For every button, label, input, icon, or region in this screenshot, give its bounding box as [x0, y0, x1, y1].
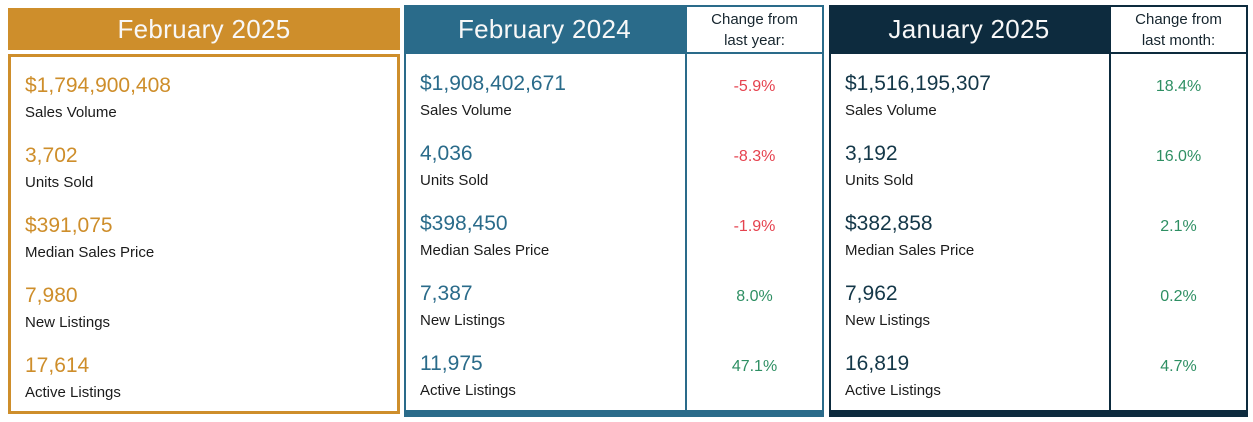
panel-title: February 2025	[8, 8, 400, 50]
panel-header-row: January 2025 Change from last month:	[829, 5, 1248, 54]
stat-row-new-listings: 7,387 New Listings	[406, 267, 685, 337]
stat-label: Active Listings	[420, 382, 516, 399]
stat-row-sales-volume: $1,794,900,408 Sales Volume	[11, 59, 397, 129]
stat-value: 7,980	[25, 284, 78, 307]
change-value-median-sales-price: 2.1%	[1160, 218, 1197, 235]
stat-value: $382,858	[845, 212, 933, 235]
change-value-active-listings: 4.7%	[1160, 358, 1197, 375]
stat-value: 16,819	[845, 352, 910, 375]
stat-label: Median Sales Price	[420, 242, 550, 259]
change-value-units-sold: 16.0%	[1155, 148, 1202, 165]
stat-label: Sales Volume	[420, 102, 512, 119]
stat-value: 17,614	[25, 354, 90, 377]
panel-title: January 2025	[829, 5, 1109, 54]
stat-row-new-listings: 7,962 New Listings	[831, 267, 1109, 337]
panel-january-2025: January 2025 Change from last month: $1,…	[829, 5, 1248, 417]
stat-value: 3,192	[845, 142, 898, 165]
panel-february-2024: February 2024 Change from last year: $1,…	[404, 5, 824, 417]
stat-row-median-sales-price: $398,450 Median Sales Price	[406, 197, 685, 267]
stat-row-sales-volume: $1,516,195,307 Sales Volume	[831, 57, 1109, 127]
stat-label: Units Sold	[420, 172, 489, 189]
stat-row-units-sold: 4,036 Units Sold	[406, 127, 685, 197]
stat-row-units-sold: 3,702 Units Sold	[11, 129, 397, 199]
stat-label: Sales Volume	[25, 104, 117, 121]
change-column: 18.4% 16.0% 2.1% 0.2% 4.7%	[1109, 54, 1246, 410]
stat-label: New Listings	[25, 314, 111, 331]
change-value-median-sales-price: -1.9%	[733, 218, 776, 235]
panel-body: $1,516,195,307 Sales Volume 3,192 Units …	[829, 54, 1248, 410]
change-column: -5.9% -8.3% -1.9% 8.0% 47.1%	[685, 54, 822, 410]
stat-label: Median Sales Price	[25, 244, 155, 261]
change-value-new-listings: 8.0%	[736, 288, 773, 305]
panel-body: $1,794,900,408 Sales Volume 3,702 Units …	[8, 54, 400, 414]
stat-label: Active Listings	[25, 384, 121, 401]
change-value-new-listings: 0.2%	[1160, 288, 1197, 305]
stat-value: 7,962	[845, 282, 898, 305]
panel-body: $1,908,402,671 Sales Volume 4,036 Units …	[404, 54, 824, 410]
stat-label: Median Sales Price	[845, 242, 975, 259]
stat-value: 4,036	[420, 142, 473, 165]
stat-row-new-listings: 7,980 New Listings	[11, 269, 397, 339]
stat-label: Units Sold	[25, 174, 94, 191]
panel-title: February 2024	[404, 5, 685, 54]
stat-row-sales-volume: $1,908,402,671 Sales Volume	[406, 57, 685, 127]
stat-value: 7,387	[420, 282, 473, 305]
stat-label: New Listings	[420, 312, 506, 329]
stat-label: Units Sold	[845, 172, 914, 189]
panel-bottom-bar	[829, 410, 1248, 417]
stat-row-active-listings: 17,614 Active Listings	[11, 339, 397, 409]
change-value-sales-volume: -5.9%	[733, 78, 776, 95]
change-from-last-month-header: Change from last month:	[1109, 5, 1248, 54]
stat-row-median-sales-price: $391,075 Median Sales Price	[11, 199, 397, 269]
stat-value: 3,702	[25, 144, 78, 167]
change-value-units-sold: -8.3%	[733, 148, 776, 165]
stats-column: $1,908,402,671 Sales Volume 4,036 Units …	[406, 54, 685, 410]
panel-bottom-bar	[404, 410, 824, 417]
stat-value: $391,075	[25, 214, 113, 237]
stat-row-active-listings: 11,975 Active Listings	[406, 337, 685, 407]
stat-value: $398,450	[420, 212, 508, 235]
panel-header-row: February 2024 Change from last year:	[404, 5, 824, 54]
stat-row-units-sold: 3,192 Units Sold	[831, 127, 1109, 197]
change-from-last-year-header: Change from last year:	[685, 5, 824, 54]
stat-value: $1,908,402,671	[420, 72, 566, 95]
stat-value: $1,794,900,408	[25, 74, 171, 97]
stat-label: Sales Volume	[845, 102, 937, 119]
change-value-sales-volume: 18.4%	[1155, 78, 1202, 95]
stat-row-median-sales-price: $382,858 Median Sales Price	[831, 197, 1109, 267]
stat-row-active-listings: 16,819 Active Listings	[831, 337, 1109, 407]
stat-value: $1,516,195,307	[845, 72, 991, 95]
stats-column: $1,516,195,307 Sales Volume 3,192 Units …	[831, 54, 1109, 410]
stat-label: Active Listings	[845, 382, 941, 399]
panel-february-2025: February 2025 $1,794,900,408 Sales Volum…	[8, 8, 400, 414]
stat-label: New Listings	[845, 312, 931, 329]
stat-value: 11,975	[420, 352, 483, 375]
change-value-active-listings: 47.1%	[731, 358, 778, 375]
